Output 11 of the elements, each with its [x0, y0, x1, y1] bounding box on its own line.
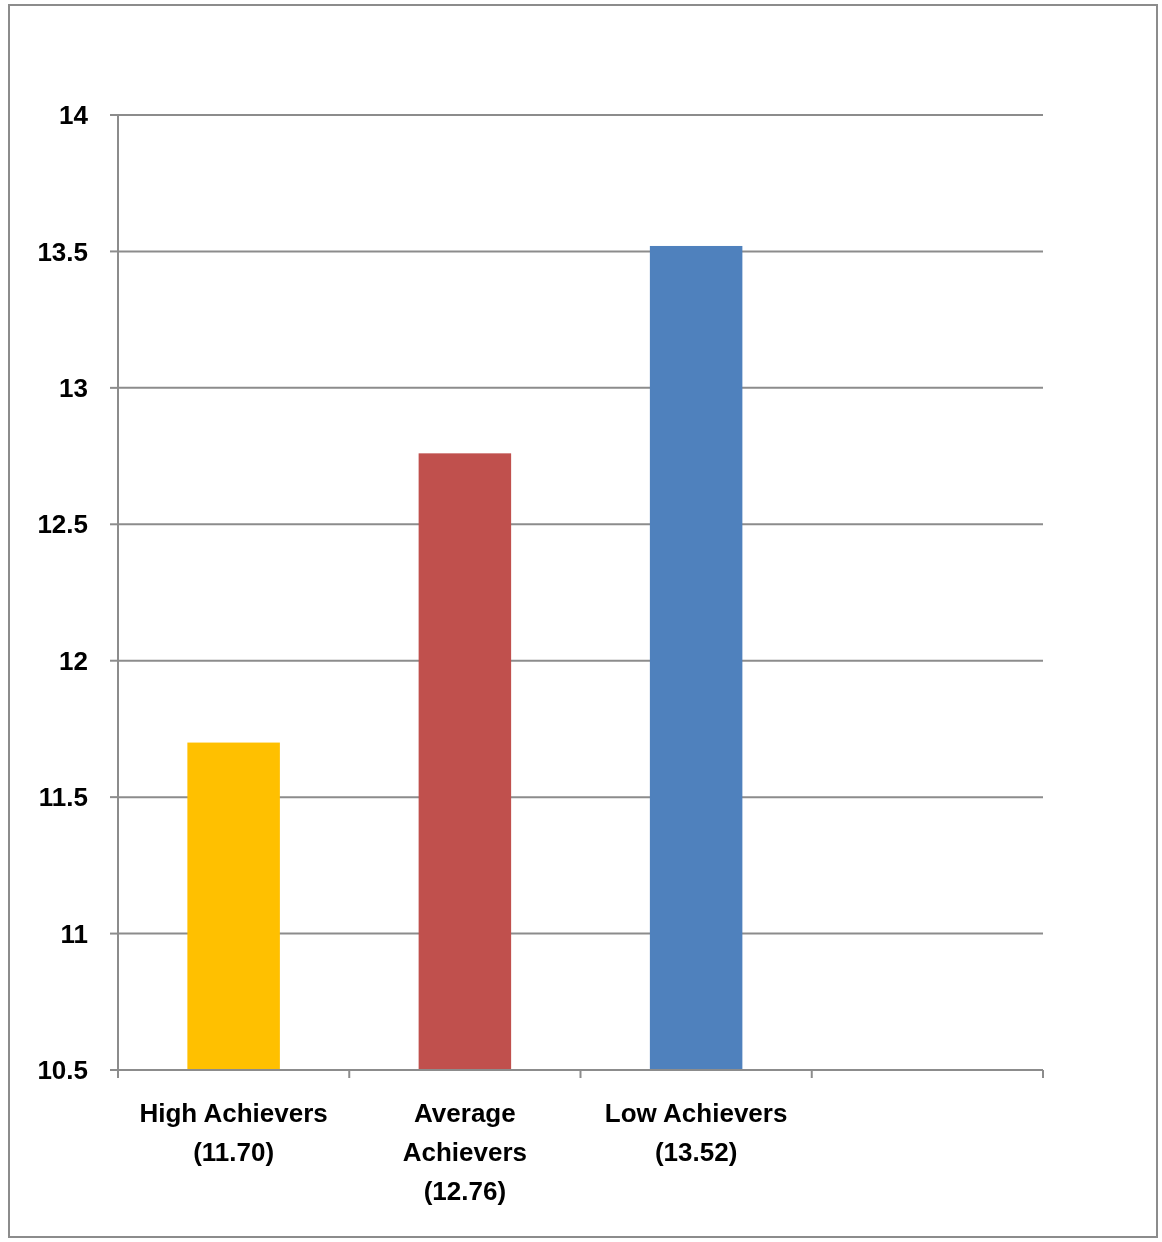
- y-tick-label: 11: [60, 918, 88, 949]
- y-tick-label: 13.5: [37, 236, 88, 267]
- y-tick-label: 13: [59, 372, 88, 403]
- y-tick-label: 10.5: [37, 1055, 88, 1086]
- x-tick-label: Average Achievers (12.76): [402, 1098, 528, 1206]
- y-tick-label: 12: [59, 645, 88, 676]
- y-tick-label: 14: [59, 100, 89, 131]
- y-tick-label: 11.5: [38, 782, 88, 813]
- x-tick-label: Low Achievers (13.52): [604, 1098, 788, 1167]
- x-tick-label: High Achievers (11.70): [139, 1098, 328, 1167]
- y-tick-label: 12.5: [37, 509, 88, 540]
